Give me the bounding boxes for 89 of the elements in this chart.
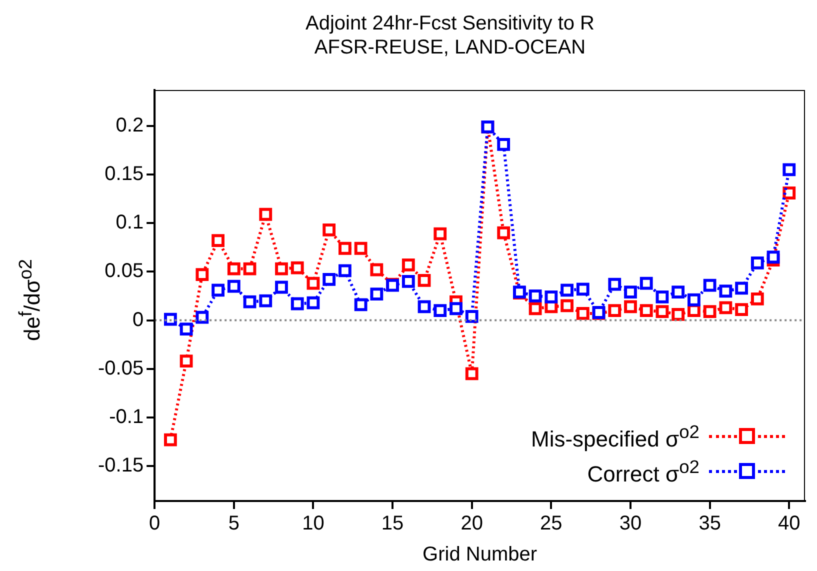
point xyxy=(418,300,431,314)
y-tick-label: -0.15 xyxy=(98,454,144,477)
point xyxy=(338,242,352,255)
y-tick-label: -0.05 xyxy=(98,357,144,380)
point xyxy=(370,288,384,300)
point xyxy=(322,273,336,286)
x-tick-label: 5 xyxy=(228,512,240,535)
y-tick-label: 0.2 xyxy=(116,114,144,136)
point xyxy=(243,262,256,276)
point xyxy=(290,297,304,310)
x-tick-label: 15 xyxy=(381,512,404,535)
point xyxy=(306,276,320,290)
point xyxy=(354,298,368,312)
point xyxy=(418,274,431,287)
point xyxy=(576,282,590,296)
point xyxy=(719,301,732,314)
point xyxy=(164,433,177,446)
y-tick-label: 0.05 xyxy=(104,260,144,282)
legend-label: Correct σ$^{o2}$ xyxy=(587,455,700,489)
point xyxy=(290,261,304,274)
point xyxy=(227,262,240,276)
point xyxy=(608,304,622,318)
point xyxy=(322,223,336,236)
point xyxy=(608,278,622,291)
point xyxy=(402,274,415,288)
point xyxy=(497,226,510,240)
point xyxy=(528,302,542,316)
point xyxy=(560,284,574,297)
y-tick-label: 0.1 xyxy=(116,212,144,234)
point xyxy=(196,310,209,324)
x-tick-label: 10 xyxy=(302,512,324,535)
x-tick-label: 25 xyxy=(540,512,562,535)
point xyxy=(338,264,352,278)
point xyxy=(354,242,368,255)
point xyxy=(465,367,478,380)
x-tick-label: 35 xyxy=(698,512,721,535)
point xyxy=(703,305,716,318)
point xyxy=(164,312,177,326)
point xyxy=(544,290,558,304)
point xyxy=(275,262,288,276)
point xyxy=(402,258,415,272)
chart-subtitle: AFSR-REUSE, LAND-OCEAN xyxy=(314,36,586,59)
point xyxy=(450,302,462,316)
point xyxy=(735,303,748,316)
point xyxy=(465,310,478,323)
point xyxy=(688,293,700,306)
point xyxy=(497,138,510,151)
point xyxy=(306,296,320,310)
point xyxy=(370,263,384,276)
point xyxy=(672,286,685,299)
point xyxy=(180,322,193,336)
x-axis-title: Grid Number xyxy=(422,544,538,566)
point xyxy=(766,250,780,264)
point xyxy=(750,256,764,270)
point xyxy=(624,300,637,314)
point xyxy=(656,305,669,318)
point xyxy=(212,234,224,248)
chart-title: Adjoint 24hr-Fcst Sensitivity to R xyxy=(306,12,594,35)
point xyxy=(275,280,288,294)
point xyxy=(259,208,272,221)
point xyxy=(259,294,272,308)
point xyxy=(750,292,764,306)
point xyxy=(180,354,193,368)
point xyxy=(528,290,542,302)
point xyxy=(196,268,209,282)
legend-label: Mis-specified σ$^{o2}$ xyxy=(531,420,700,454)
point xyxy=(243,295,256,308)
y-tick-label: 0.15 xyxy=(104,163,144,186)
y-tick-label: 0 xyxy=(132,308,144,331)
point xyxy=(656,290,669,304)
point xyxy=(227,280,240,293)
point xyxy=(434,304,447,318)
point xyxy=(560,299,574,312)
point xyxy=(640,276,653,290)
point xyxy=(782,163,796,176)
point xyxy=(735,282,748,295)
x-tick-label: 40 xyxy=(778,512,800,535)
point xyxy=(576,307,590,320)
point xyxy=(640,304,653,318)
x-tick-label: 20 xyxy=(460,512,483,535)
point xyxy=(434,227,447,240)
y-tick-label: -0.1 xyxy=(109,406,144,428)
point xyxy=(624,286,637,299)
point xyxy=(672,308,685,321)
x-tick-label: 30 xyxy=(619,512,642,535)
x-tick-label: 0 xyxy=(149,512,160,535)
point xyxy=(719,284,732,298)
point xyxy=(703,278,716,292)
point xyxy=(212,284,224,297)
